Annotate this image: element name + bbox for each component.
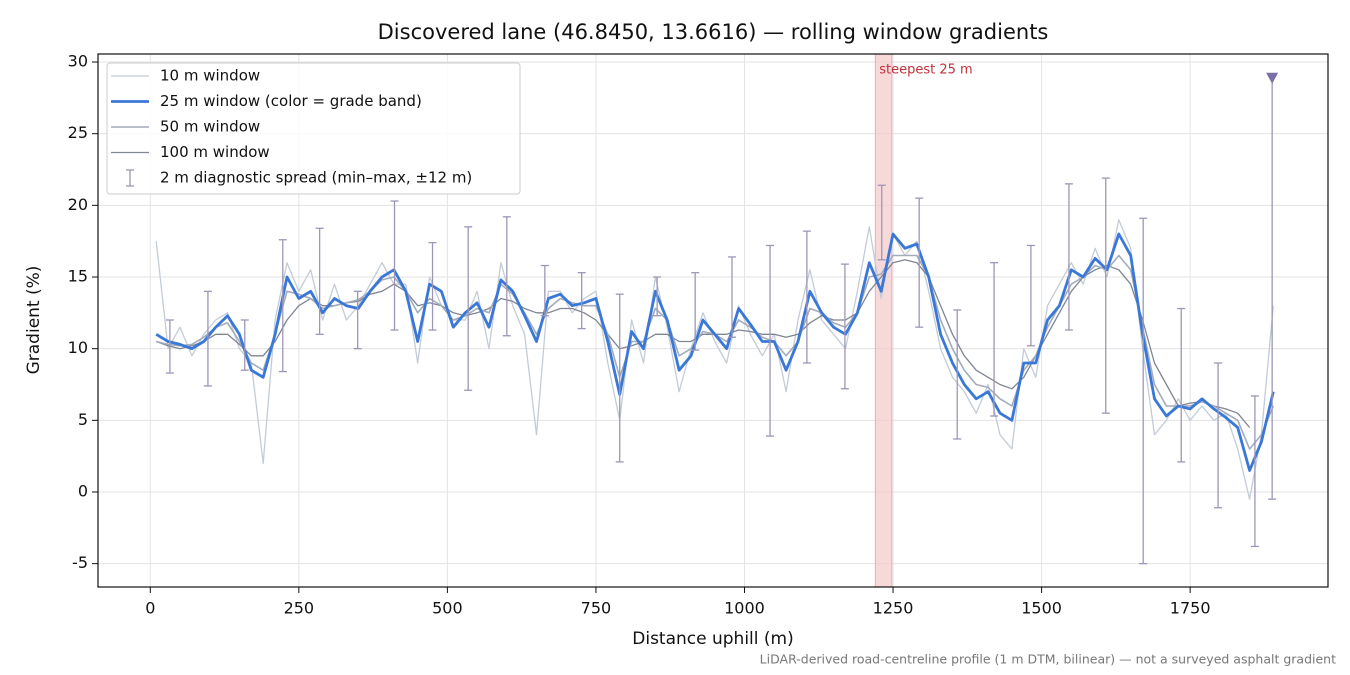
legend-label: 25 m window (color = grade band): [160, 92, 422, 110]
x-tick-label: 1000: [724, 599, 765, 618]
footnote: LiDAR-derived road-centreline profile (1…: [760, 652, 1336, 667]
legend-label: 2 m diagnostic spread (min–max, ±12 m): [160, 169, 472, 187]
axes-frame: [97, 53, 1329, 588]
y-tick-label: 10: [68, 338, 88, 357]
y-tick-label: 15: [68, 267, 88, 286]
x-axis-label: Distance uphill (m): [632, 629, 793, 649]
x-tick-label: 750: [581, 599, 612, 618]
x-tick-label: 1750: [1170, 599, 1211, 618]
highlight-span: [874, 53, 893, 588]
y-tick-label: 20: [68, 195, 88, 214]
legend-label: 100 m window: [160, 143, 270, 161]
x-tick-label: 0: [145, 599, 155, 618]
plot-area: [155, 75, 1277, 565]
legend-box: [106, 62, 521, 195]
y-tick-label: -5: [72, 553, 88, 572]
legend-label: 10 m window: [160, 67, 260, 85]
series-line: [155, 232, 1275, 472]
legend-label: 50 m window: [160, 118, 260, 136]
x-tick-label: 1250: [873, 599, 914, 618]
marker: [1266, 72, 1279, 84]
y-tick-label: 0: [78, 481, 88, 500]
y-tick-label: 5: [78, 410, 88, 429]
y-tick-label: 25: [68, 123, 88, 142]
chart-title: Discovered lane (46.8450, 13.6616) — rol…: [378, 20, 1049, 44]
x-tick-label: 250: [284, 599, 315, 618]
x-tick-label: 1500: [1021, 599, 1062, 618]
x-tick-label: 500: [432, 599, 463, 618]
y-axis-label: Gradient (%): [24, 266, 44, 375]
highlight-label: steepest 25 m: [879, 63, 972, 78]
y-tick-label: 30: [68, 52, 88, 71]
